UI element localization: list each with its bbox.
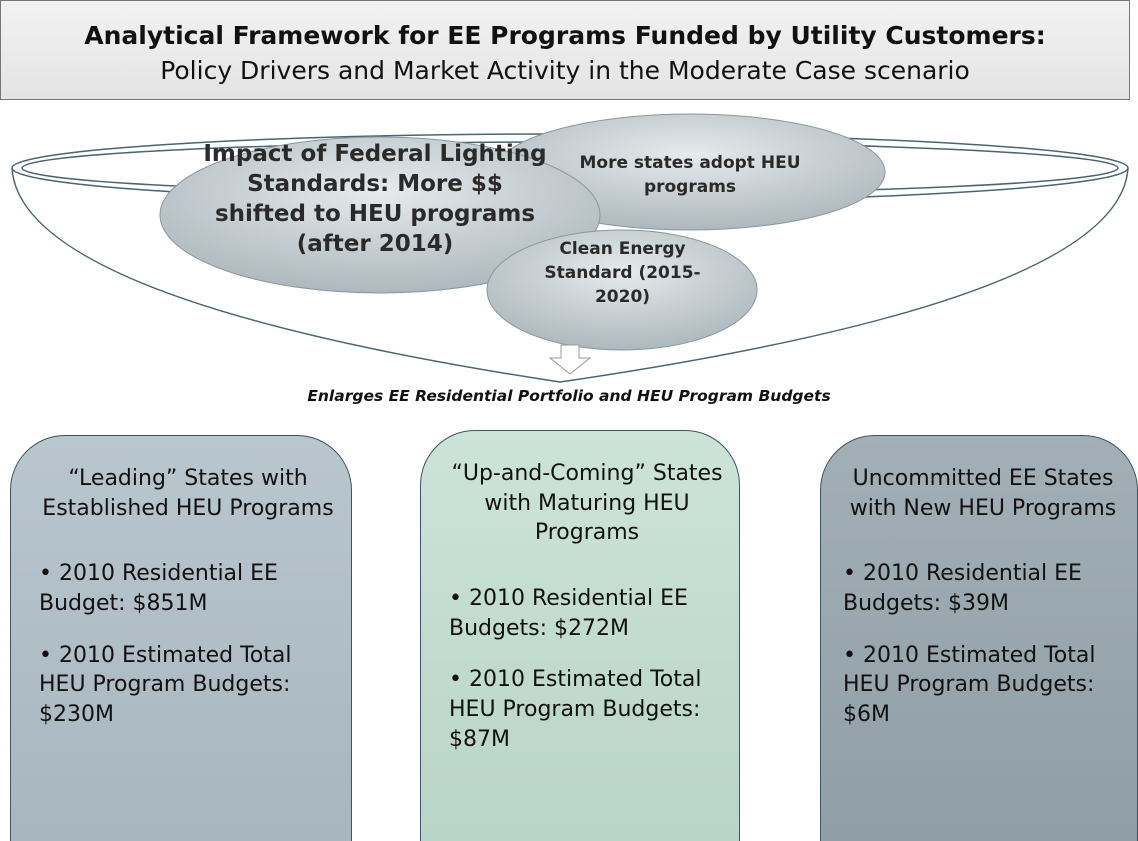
group-box: Uncommitted EE States with New HEU Progr… (820, 435, 1138, 841)
title-box: Analytical Framework for EE Programs Fun… (0, 0, 1130, 100)
driver-label: Impact of Federal Lighting Standards: Mo… (203, 141, 547, 257)
bullet: 2010 Residential EE Budgets: $272M (449, 584, 725, 643)
group-heading: “Leading” States with Established HEU Pr… (42, 466, 334, 521)
group-box: “Up-and-Coming” States with Maturing HEU… (420, 430, 740, 841)
title: Analytical Framework for EE Programs Fun… (84, 21, 1046, 50)
bullet: 2010 Residential EE Budgets: $39M (843, 559, 1123, 618)
subtitle: Policy Drivers and Market Activity in th… (160, 56, 970, 85)
group-heading: Uncommitted EE States with New HEU Progr… (849, 466, 1117, 521)
driver-label: Clean Energy Standard (2015-2020) (544, 239, 701, 307)
bullet: 2010 Residential EE Budget: $851M (39, 559, 337, 618)
driver-label: More states adopt HEU programs (579, 153, 801, 197)
bullet: 2010 Estimated Total HEU Program Budgets… (843, 641, 1123, 730)
group-heading: “Up-and-Coming” States with Maturing HEU… (451, 461, 723, 546)
caption: Enlarges EE Residential Portfolio and HE… (307, 387, 831, 405)
bullet: 2010 Estimated Total HEU Program Budgets… (449, 665, 725, 754)
bullet: 2010 Estimated Total HEU Program Budgets… (39, 641, 337, 730)
group-box: “Leading” States with Established HEU Pr… (10, 435, 352, 841)
